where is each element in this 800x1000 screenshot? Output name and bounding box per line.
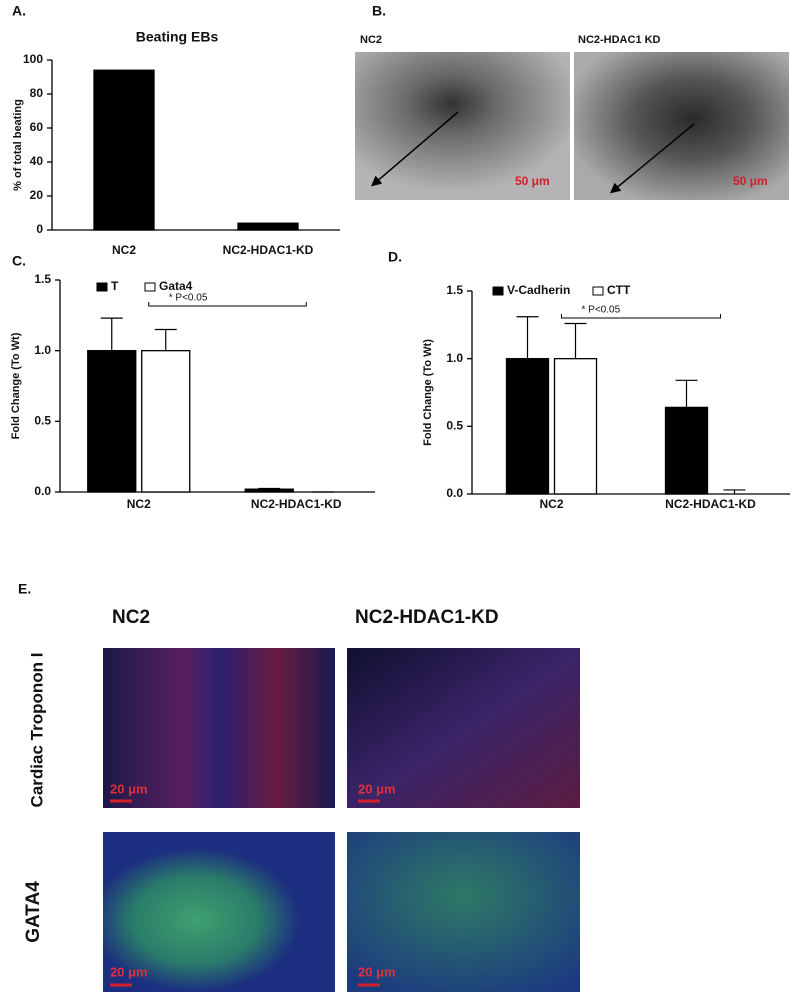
error-bar — [675, 379, 698, 408]
x-tick-label: NC2-HDAC1-KD — [665, 497, 756, 511]
micrograph — [103, 832, 335, 992]
x-tick-label: NC2-HDAC1-KD — [251, 497, 342, 511]
micrograph — [103, 648, 335, 808]
scale-bar-label: 20 μm — [110, 964, 148, 979]
panel-label: A. — [12, 3, 26, 19]
legend-swatch — [592, 286, 604, 296]
row-label: GATA4 — [23, 881, 44, 943]
y-tick-label: 0.5 — [446, 419, 463, 433]
significance-bracket — [148, 302, 307, 307]
scale-bar-label: 20 μm — [358, 964, 396, 979]
arrow — [609, 123, 695, 194]
bar — [93, 69, 155, 231]
y-axis-label: Fold Change (To Wt) — [422, 339, 434, 446]
micrograph — [355, 52, 570, 200]
bar — [87, 350, 137, 493]
error-bar — [723, 489, 746, 494]
scale-bar-label: 20 μm — [110, 781, 148, 796]
micrograph — [347, 648, 580, 808]
legend-label: CTT — [607, 283, 631, 297]
panel-e: E. NC2 NC2-HDAC1-KD Cardiac Troponon I G… — [18, 581, 580, 992]
y-tick-label: 1.5 — [446, 283, 463, 297]
column-label: NC2-HDAC1-KD — [355, 607, 499, 628]
arrow — [371, 111, 459, 187]
column-label: NC2 — [360, 34, 382, 46]
annotation: * P<0.05 — [582, 305, 621, 316]
y-axis-label: Fold Change (To Wt) — [10, 332, 22, 439]
y-tick-label: 1.0 — [446, 351, 463, 365]
micrograph — [574, 52, 789, 200]
panel-label: D. — [388, 249, 402, 265]
bar — [237, 222, 299, 231]
column-label: NC2-HDAC1 KD — [578, 34, 661, 46]
y-axis-label: % of total beating — [12, 99, 24, 191]
significance-bracket — [561, 314, 721, 319]
legend-label: Gata4 — [159, 279, 193, 293]
y-tick-label: 80 — [30, 86, 44, 100]
y-tick-label: 1.5 — [34, 272, 51, 286]
x-tick-label: NC2 — [112, 243, 136, 257]
y-tick-label: 100 — [23, 52, 43, 66]
bar — [664, 406, 709, 495]
legend-swatch — [96, 282, 108, 292]
legend-swatch — [492, 286, 504, 296]
legend-swatch — [144, 282, 156, 292]
legend-label: V-Cadherin — [507, 283, 570, 297]
bar — [141, 350, 191, 493]
error-bar — [516, 316, 539, 359]
y-tick-label: 60 — [30, 120, 44, 134]
error-bar — [154, 328, 177, 351]
panel-label: B. — [372, 3, 386, 19]
x-tick-label: NC2-HDAC1-KD — [223, 243, 314, 257]
y-tick-label: 40 — [30, 154, 44, 168]
micrograph — [347, 832, 580, 992]
scale-bar-label: 20 μm — [358, 781, 396, 796]
scale-bars — [110, 799, 380, 987]
annotation: * P<0.05 — [169, 293, 208, 304]
legend-label: T — [111, 279, 119, 293]
chart-title: Beating EBs — [136, 29, 219, 45]
panel-label: C. — [12, 253, 26, 269]
panel-b: B. NC2 NC2-HDAC1 KD 50 μm 50 μm — [355, 3, 789, 200]
y-tick-label: 0.0 — [34, 484, 51, 498]
bar — [244, 488, 294, 493]
panel-label: E. — [18, 581, 31, 597]
error-bar — [564, 322, 587, 359]
scale-bar-label: 50 μm — [733, 174, 768, 188]
column-label: NC2 — [112, 607, 150, 628]
row-label: Cardiac Troponon I — [27, 653, 46, 808]
bar — [505, 358, 550, 495]
y-tick-label: 0 — [36, 222, 43, 236]
error-bar — [100, 317, 123, 351]
x-tick-label: NC2 — [127, 497, 151, 511]
error-bar — [258, 487, 281, 490]
y-tick-label: 0.0 — [446, 486, 463, 500]
y-tick-label: 20 — [30, 188, 44, 202]
bar — [553, 358, 598, 495]
y-tick-label: 1.0 — [34, 343, 51, 357]
x-tick-label: NC2 — [539, 497, 563, 511]
scale-bar-label: 50 μm — [515, 174, 550, 188]
y-tick-label: 0.5 — [34, 414, 51, 428]
